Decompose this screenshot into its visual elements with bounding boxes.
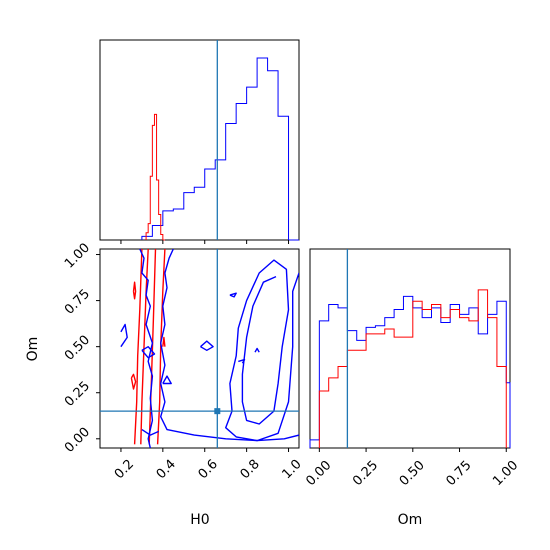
joint-contour-red-1 xyxy=(140,249,149,445)
joint-contour-blue-7 xyxy=(139,249,154,448)
h0-histogram xyxy=(120,40,299,244)
joint-ytick-label-3: 0.75 xyxy=(62,287,93,318)
x-axis-label-h0: H0 xyxy=(190,512,209,528)
x-axis-label-om: Om xyxy=(398,512,423,528)
joint-contour-blue-15 xyxy=(254,347,260,353)
joint-ytick-label-1: 0.25 xyxy=(62,379,93,410)
joint-xtick-label-1: 0.4 xyxy=(154,457,179,482)
truth-marker xyxy=(214,408,221,415)
h0-hist-red-series xyxy=(145,113,165,241)
joint-ytick-label-0: 0.00 xyxy=(62,425,93,456)
om-xtick-label-1: 0.25 xyxy=(350,458,381,489)
y-axis-label-om: Om xyxy=(25,337,41,362)
om-xtick-label-3: 0.75 xyxy=(444,458,475,489)
joint-contour-blue-16 xyxy=(120,323,128,348)
joint-contour-red-6 xyxy=(162,336,166,347)
joint-panel-frame xyxy=(99,248,300,449)
joint-ytick-label-2: 0.50 xyxy=(62,333,93,364)
om-xtick-label-0: 0.00 xyxy=(303,458,334,489)
joint-contour-blue-11 xyxy=(162,375,172,385)
joint-xtick-label-4: 1.0 xyxy=(279,457,304,482)
joint-contour-blue-12 xyxy=(200,340,214,351)
joint-contour-red-0 xyxy=(133,249,143,445)
joint-xtick-label-0: 0.2 xyxy=(112,457,137,482)
joint-contour-red-4 xyxy=(130,373,137,390)
h0-histogram-frame xyxy=(99,39,300,241)
joint-contour-group xyxy=(120,249,299,448)
joint-contour-blue-13 xyxy=(229,292,237,298)
joint-contour-blue-14 xyxy=(238,358,246,364)
h0-hist-blue-series xyxy=(141,57,299,241)
om-histogram xyxy=(309,249,511,448)
joint-contour-blue-17 xyxy=(141,429,159,436)
om-hist-blue-series xyxy=(309,295,511,448)
joint-xtick-label-2: 0.6 xyxy=(196,457,221,482)
om-xtick-label-4: 1.00 xyxy=(490,458,521,489)
om-xtick-label-2: 0.50 xyxy=(397,458,428,489)
joint-contour-red-5 xyxy=(132,281,137,300)
joint-ytick-label-4: 1.00 xyxy=(62,241,93,272)
joint-contour-blue-10 xyxy=(141,346,156,359)
joint-contour-blue-8 xyxy=(159,249,299,442)
joint-contour-blue-9 xyxy=(224,259,299,442)
joint-contours xyxy=(100,249,299,448)
joint-xtick-label-3: 0.8 xyxy=(238,457,263,482)
om-histogram-frame xyxy=(309,248,511,449)
